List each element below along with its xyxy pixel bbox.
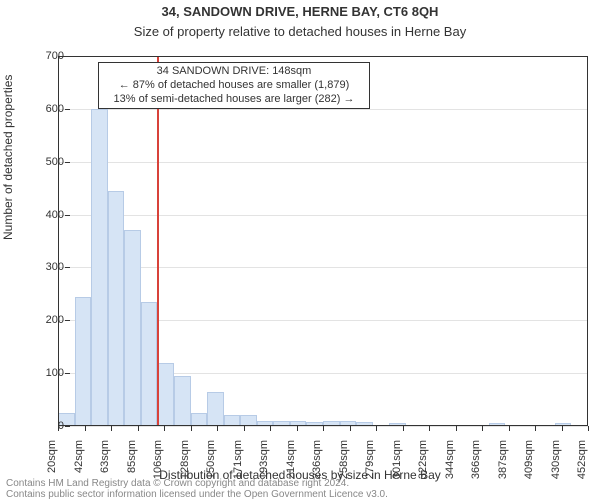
- grid-line: [58, 56, 588, 57]
- histogram-bar: [157, 363, 174, 426]
- histogram-bar: [273, 421, 290, 426]
- annotation-line1: 34 SANDOWN DRIVE: 148sqm: [103, 65, 365, 79]
- x-tick-mark: [562, 426, 563, 431]
- histogram-bar: [356, 422, 373, 426]
- x-tick-mark: [297, 426, 298, 431]
- annotation-line2: ← 87% of detached houses are smaller (1,…: [103, 79, 365, 93]
- y-tick-label: 0: [58, 420, 64, 432]
- x-tick-mark: [138, 426, 139, 431]
- histogram-bar: [207, 392, 224, 426]
- x-tick-mark: [191, 426, 192, 431]
- grid-line: [58, 162, 588, 163]
- marker-line: [157, 56, 159, 426]
- histogram-bar: [340, 421, 357, 426]
- chart-title: 34, SANDOWN DRIVE, HERNE BAY, CT6 8QH: [0, 4, 600, 19]
- y-tick-label: 400: [46, 209, 64, 221]
- grid-line: [58, 215, 588, 216]
- histogram-bar: [91, 109, 108, 426]
- histogram-bar: [124, 230, 141, 426]
- x-tick-mark: [350, 426, 351, 431]
- x-tick-mark: [509, 426, 510, 431]
- y-tick-label: 200: [46, 314, 64, 326]
- histogram-bar: [306, 422, 323, 426]
- y-tick-label: 700: [46, 50, 64, 62]
- chart-subtitle: Size of property relative to detached ho…: [0, 24, 600, 39]
- x-tick-mark: [429, 426, 430, 431]
- x-tick-mark: [456, 426, 457, 431]
- x-tick-mark: [323, 426, 324, 431]
- annotation-line3: 13% of semi-detached houses are larger (…: [103, 93, 365, 107]
- annotation-box: 34 SANDOWN DRIVE: 148sqm← 87% of detache…: [98, 62, 370, 109]
- y-tick-label: 600: [46, 103, 64, 115]
- histogram-bar: [555, 423, 572, 426]
- histogram-bar: [290, 421, 307, 426]
- x-tick-mark: [217, 426, 218, 431]
- y-tick-label: 100: [46, 367, 64, 379]
- histogram-bar: [108, 191, 125, 426]
- histogram-bar: [141, 302, 158, 426]
- x-tick-mark: [535, 426, 536, 431]
- x-tick-mark: [403, 426, 404, 431]
- histogram-bar: [224, 415, 241, 426]
- x-tick-mark: [85, 426, 86, 431]
- histogram-bar: [191, 413, 208, 426]
- y-tick-label: 500: [46, 156, 64, 168]
- chart-root: 34, SANDOWN DRIVE, HERNE BAY, CT6 8QH Si…: [0, 0, 600, 500]
- x-tick-mark: [482, 426, 483, 431]
- plot-area: 20sqm42sqm63sqm85sqm106sqm128sqm150sqm17…: [58, 56, 588, 426]
- footer: Contains HM Land Registry data © Crown c…: [6, 478, 388, 500]
- x-tick-mark: [164, 426, 165, 431]
- histogram-bar: [240, 415, 257, 426]
- x-tick-mark: [588, 426, 589, 431]
- histogram-bar: [489, 423, 506, 426]
- histogram-bar: [75, 297, 92, 427]
- y-tick-label: 300: [46, 261, 64, 273]
- x-tick-mark: [244, 426, 245, 431]
- x-tick-mark: [376, 426, 377, 431]
- footer-line-1: Contains HM Land Registry data © Crown c…: [6, 478, 388, 489]
- histogram-bar: [174, 376, 191, 426]
- footer-line-2: Contains public sector information licen…: [6, 489, 388, 500]
- histogram-bar: [323, 421, 340, 426]
- x-tick-mark: [270, 426, 271, 431]
- x-tick-mark: [111, 426, 112, 431]
- y-axis-label: Number of detached properties: [1, 75, 15, 240]
